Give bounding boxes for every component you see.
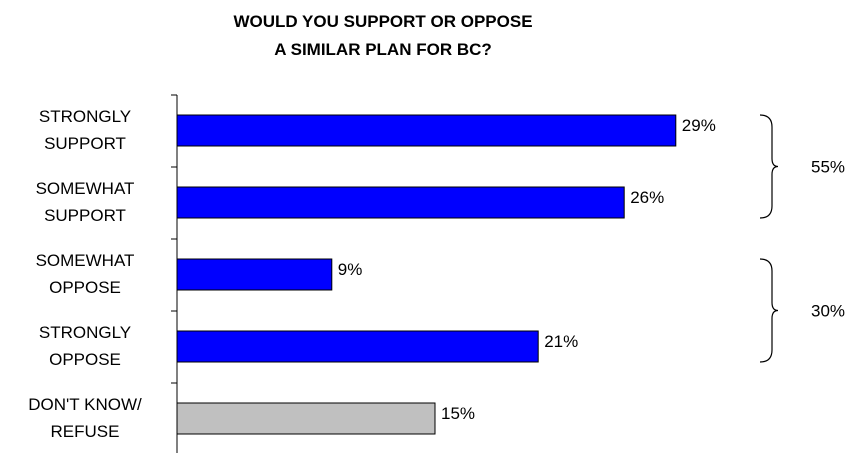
- group-bracket: [759, 114, 779, 219]
- group-brackets: 55% 30%: [759, 114, 845, 363]
- value-label: 21%: [544, 332, 578, 351]
- group-total-label: 55%: [811, 158, 845, 177]
- value-label: 29%: [682, 116, 716, 135]
- category-label: DON'T KNOW/: [28, 395, 142, 414]
- y-axis-ticks: [171, 94, 177, 384]
- category-label: STRONGLY: [39, 107, 131, 126]
- group-total-label: 30%: [811, 302, 845, 321]
- category-label: OPPOSE: [49, 278, 121, 297]
- value-label: 15%: [441, 404, 475, 423]
- value-label: 26%: [630, 188, 664, 207]
- chart-title-line-2: A SIMILAR PLAN FOR BC?: [274, 40, 492, 59]
- category-label: SUPPORT: [44, 134, 126, 153]
- group-bracket: [759, 258, 779, 363]
- bar: [176, 258, 333, 291]
- bar: [176, 330, 539, 363]
- bar: [176, 186, 625, 219]
- bar: [176, 402, 436, 435]
- value-labels: 29% 26% 9% 21% 15%: [338, 116, 716, 423]
- category-label: SOMEWHAT: [36, 179, 135, 198]
- category-labels: STRONGLY SUPPORT SOMEWHAT SUPPORT SOMEWHAT OP…: [28, 107, 142, 441]
- category-label: OPPOSE: [49, 350, 121, 369]
- bars: [176, 114, 677, 435]
- category-label: SUPPORT: [44, 206, 126, 225]
- chart-title-line-1: WOULD YOU SUPPORT OR OPPOSE: [233, 12, 532, 31]
- category-label: REFUSE: [51, 422, 120, 441]
- chart-title: WOULD YOU SUPPORT OR OPPOSE A SIMILAR PL…: [233, 12, 532, 59]
- value-label: 9%: [338, 260, 363, 279]
- category-label: STRONGLY: [39, 323, 131, 342]
- bar: [176, 114, 677, 147]
- category-label: SOMEWHAT: [36, 251, 135, 270]
